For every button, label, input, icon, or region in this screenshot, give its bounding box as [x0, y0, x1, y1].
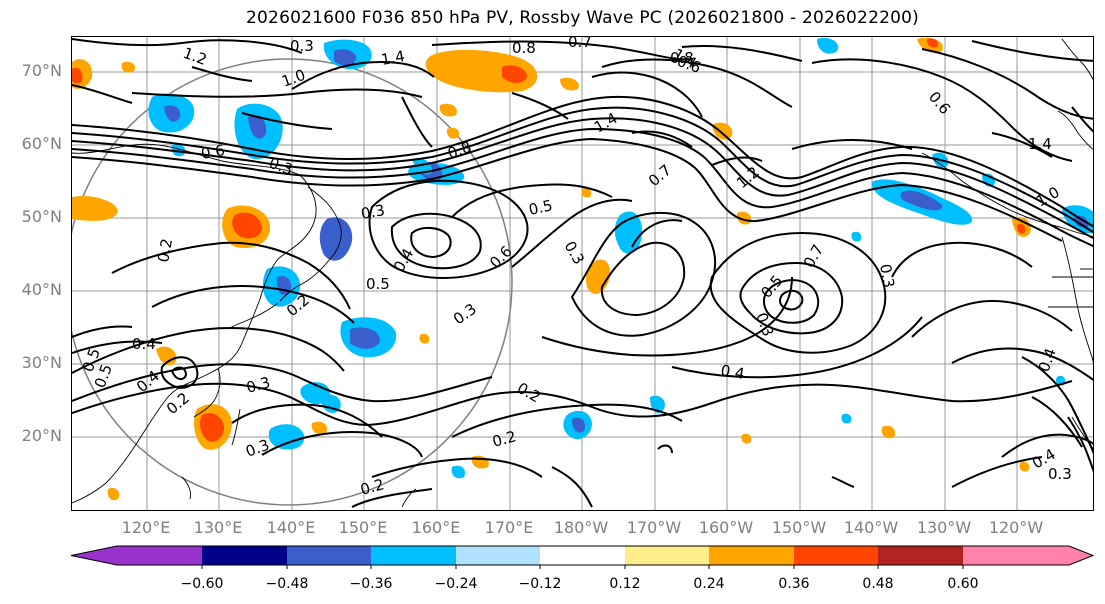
chart-title: 2026021600 F036 850 hPa PV, Rossby Wave …: [246, 8, 919, 28]
colorbar-segment: [202, 546, 287, 565]
contour-label: 1.4: [591, 109, 621, 137]
contour-label: 0.3: [290, 37, 314, 55]
contour-label: 0.4: [719, 361, 746, 383]
contour-label: 0.3: [360, 201, 387, 223]
colorbar-segment: [709, 546, 794, 565]
contour-label: 0.6: [200, 141, 227, 163]
contour-label: 0.3: [243, 436, 272, 461]
map-svg: 1.2 0.3 0.8 0.7 1.4 1.0 1.4 0.8 1.4 0.6 …: [72, 37, 1093, 510]
colorbar-segment: [963, 546, 1093, 565]
contour-label: 0.7: [800, 241, 828, 271]
colorbar-ticks: [201, 565, 964, 569]
lat-label-20n: 20°N: [21, 426, 62, 445]
contour-label: 1.4: [1028, 135, 1052, 153]
contour-label: 0.4: [133, 367, 163, 396]
contour-label: 0.8: [445, 138, 474, 163]
contour-label: 0.7: [568, 37, 592, 51]
colorbar-tick-label: 0.36: [778, 576, 810, 592]
lon-label-140w: 140°W: [843, 518, 899, 537]
lon-label-160w: 160°W: [698, 518, 754, 537]
contour-label: 1.0: [279, 66, 308, 91]
lat-label-30n: 30°N: [21, 353, 62, 372]
lon-label-130w: 130°W: [916, 518, 972, 537]
contour-label: 0.3: [876, 263, 898, 290]
contour-label: 1.4: [380, 47, 407, 69]
contour-label: 0.3: [450, 300, 480, 328]
colorbar-tick-label: −0.12: [518, 576, 562, 592]
lon-label-120w: 120°W: [988, 518, 1044, 537]
contour-label: 0.2: [490, 427, 518, 451]
colorbar-segment: [287, 546, 371, 565]
contour-label: 0.3: [244, 373, 272, 397]
lon-label-120e: 120°E: [121, 518, 171, 537]
lon-label-160e: 160°E: [411, 518, 461, 537]
colorbar-segment: [794, 546, 878, 565]
contour-label: 1.2: [181, 44, 210, 69]
contour-label: 0.6: [925, 88, 954, 118]
map-panel: 1.2 0.3 0.8 0.7 1.4 1.0 1.4 0.8 1.4 0.6 …: [71, 36, 1094, 511]
contour-label: 0.4: [390, 245, 418, 275]
lon-label-150e: 150°E: [338, 518, 388, 537]
colorbar-segment: [371, 546, 456, 565]
colorbar-tick-label: 0.12: [609, 576, 641, 592]
contour-label: 0.7: [645, 161, 675, 190]
colorbar-tick-label: −0.48: [265, 576, 309, 592]
lon-label-180w: 180°W: [553, 518, 609, 537]
lon-label-130e: 130°E: [193, 518, 243, 537]
colorbar-tick-label: 0.60: [947, 576, 979, 592]
lon-label-170w: 170°W: [626, 518, 682, 537]
contour-label: 0.8: [670, 49, 694, 67]
colorbar-tick-label: 0.48: [862, 576, 894, 592]
contour-label: 0.5: [366, 275, 390, 293]
contour-label: 1.2: [733, 163, 763, 192]
colorbar-segment: [71, 546, 202, 565]
contour-label: 0.5: [757, 272, 786, 302]
colorbar-tick-label: −0.60: [180, 576, 224, 592]
contour-label: 0.5: [527, 196, 554, 219]
colorbar-segment: [456, 546, 540, 565]
contour-label: 0.8: [512, 39, 536, 57]
colorbar-outline: [70, 545, 1095, 566]
lat-label-50n: 50°N: [21, 207, 62, 226]
pv-contours: [72, 38, 1093, 508]
contour-label: 0.2: [514, 379, 544, 407]
contour-label: 0.3: [561, 238, 589, 268]
contour-label: 0.2: [163, 389, 193, 418]
contour-label: 0.4: [1035, 346, 1060, 375]
contour-label: 0.2: [358, 475, 386, 499]
colorbar-tick-label: −0.36: [349, 576, 393, 592]
lat-label-70n: 70°N: [21, 61, 62, 80]
contour-label: 0.2: [154, 237, 176, 264]
colorbar-segments: [70, 545, 1095, 566]
contour-label: 0.4: [132, 335, 156, 353]
positive-pv-anomalies: [72, 37, 1031, 501]
colorbar-segment: [540, 546, 625, 565]
colorbar-segment: [625, 546, 709, 565]
contour-label: 1.0: [1033, 183, 1063, 211]
range-circle: [72, 58, 513, 506]
contour-label: 0.3: [1048, 465, 1072, 483]
lon-label-140e: 140°E: [266, 518, 316, 537]
lon-label-150w: 150°W: [771, 518, 827, 537]
lon-label-170e: 170°E: [484, 518, 534, 537]
lat-label-40n: 40°N: [21, 280, 62, 299]
lat-label-60n: 60°N: [21, 134, 62, 153]
colorbar-tick-label: −0.24: [434, 576, 478, 592]
colorbar-tick-label: 0.24: [693, 576, 725, 592]
colorbar-segment: [878, 546, 963, 565]
